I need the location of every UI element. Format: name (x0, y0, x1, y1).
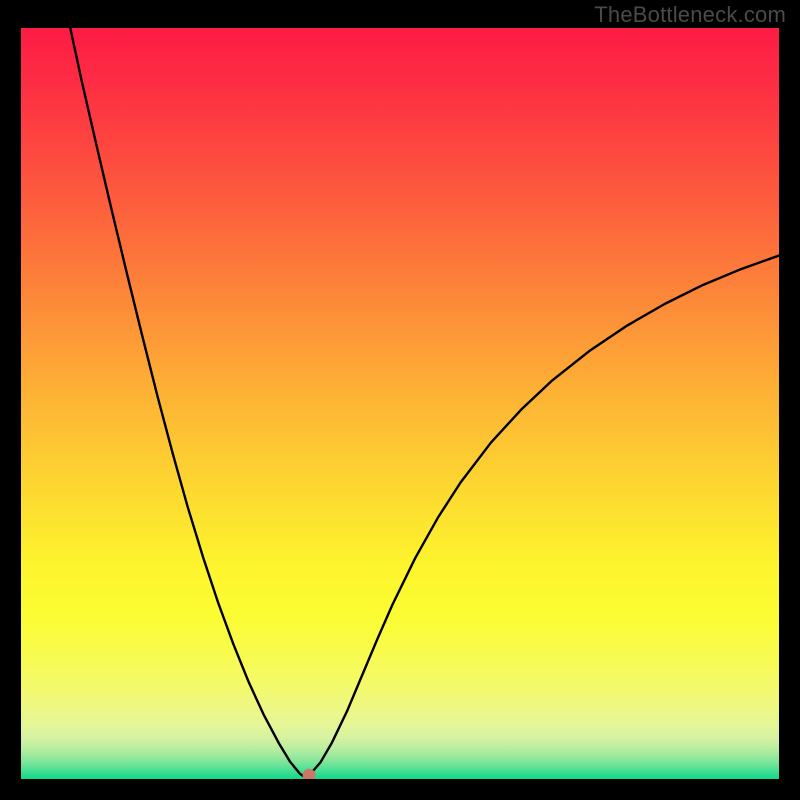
curve-layer (21, 28, 779, 779)
plot-area (21, 28, 779, 779)
chart-container: TheBottleneck.com (0, 0, 800, 800)
bottleneck-curve (70, 28, 779, 778)
watermark-text: TheBottleneck.com (594, 2, 786, 28)
